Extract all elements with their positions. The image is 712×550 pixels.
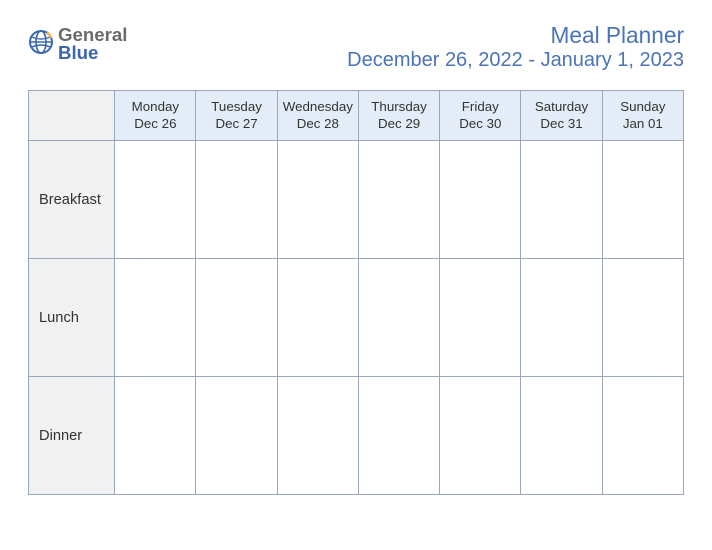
meal-cell[interactable] bbox=[440, 141, 521, 259]
meal-cell[interactable] bbox=[521, 377, 602, 495]
row-header: Breakfast bbox=[29, 141, 115, 259]
meal-cell[interactable] bbox=[115, 377, 196, 495]
meal-row-breakfast: Breakfast bbox=[29, 141, 684, 259]
meal-cell[interactable] bbox=[196, 259, 277, 377]
meal-cell[interactable] bbox=[358, 259, 439, 377]
day-name: Friday bbox=[442, 99, 518, 116]
meal-cell[interactable] bbox=[358, 141, 439, 259]
day-date: Jan 01 bbox=[605, 116, 681, 133]
meal-cell[interactable] bbox=[358, 377, 439, 495]
date-range: December 26, 2022 - January 1, 2023 bbox=[347, 49, 684, 72]
meal-cell[interactable] bbox=[602, 141, 683, 259]
day-date: Dec 28 bbox=[280, 116, 356, 133]
meal-cell[interactable] bbox=[602, 377, 683, 495]
day-name: Saturday bbox=[523, 99, 599, 116]
day-header: Sunday Jan 01 bbox=[602, 91, 683, 141]
day-date: Dec 31 bbox=[523, 116, 599, 133]
row-header: Dinner bbox=[29, 377, 115, 495]
day-name: Monday bbox=[117, 99, 193, 116]
day-date: Dec 26 bbox=[117, 116, 193, 133]
day-date: Dec 30 bbox=[442, 116, 518, 133]
title-block: Meal Planner December 26, 2022 - January… bbox=[347, 22, 684, 72]
day-header: Tuesday Dec 27 bbox=[196, 91, 277, 141]
meal-cell[interactable] bbox=[196, 377, 277, 495]
page-title: Meal Planner bbox=[347, 22, 684, 49]
day-date: Dec 27 bbox=[198, 116, 274, 133]
meal-row-lunch: Lunch bbox=[29, 259, 684, 377]
meal-cell[interactable] bbox=[521, 141, 602, 259]
day-header: Saturday Dec 31 bbox=[521, 91, 602, 141]
brand-logo: General Blue bbox=[28, 22, 127, 61]
meal-cell[interactable] bbox=[521, 259, 602, 377]
meal-cell[interactable] bbox=[440, 259, 521, 377]
day-date: Dec 29 bbox=[361, 116, 437, 133]
logo-text: General Blue bbox=[58, 26, 127, 61]
day-header: Monday Dec 26 bbox=[115, 91, 196, 141]
day-header: Friday Dec 30 bbox=[440, 91, 521, 141]
logo-word-blue: Blue bbox=[58, 44, 127, 62]
meal-cell[interactable] bbox=[277, 377, 358, 495]
meal-cell[interactable] bbox=[196, 141, 277, 259]
meal-planner-table: Monday Dec 26 Tuesday Dec 27 Wednesday D… bbox=[28, 90, 684, 495]
meal-cell[interactable] bbox=[602, 259, 683, 377]
day-name: Thursday bbox=[361, 99, 437, 116]
row-header: Lunch bbox=[29, 259, 115, 377]
day-header: Thursday Dec 29 bbox=[358, 91, 439, 141]
meal-row-dinner: Dinner bbox=[29, 377, 684, 495]
day-name: Sunday bbox=[605, 99, 681, 116]
header-row: Monday Dec 26 Tuesday Dec 27 Wednesday D… bbox=[29, 91, 684, 141]
header-row: General Blue Meal Planner December 26, 2… bbox=[28, 22, 684, 72]
meal-cell[interactable] bbox=[277, 141, 358, 259]
meal-cell[interactable] bbox=[277, 259, 358, 377]
day-name: Wednesday bbox=[280, 99, 356, 116]
day-header: Wednesday Dec 28 bbox=[277, 91, 358, 141]
globe-icon bbox=[28, 29, 54, 59]
day-name: Tuesday bbox=[198, 99, 274, 116]
meal-cell[interactable] bbox=[440, 377, 521, 495]
corner-cell bbox=[29, 91, 115, 141]
meal-cell[interactable] bbox=[115, 259, 196, 377]
meal-cell[interactable] bbox=[115, 141, 196, 259]
